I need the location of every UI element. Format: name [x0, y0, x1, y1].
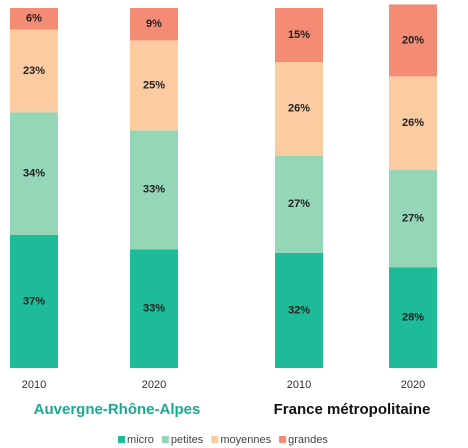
- bar-segment: [389, 76, 437, 170]
- value-label: 25%: [143, 79, 165, 91]
- x-tick-label: 2020: [142, 379, 166, 391]
- legend-swatch: [279, 436, 287, 443]
- bar-segment: [275, 155, 323, 253]
- value-label: 28%: [402, 312, 424, 324]
- bar-segment: [389, 170, 437, 268]
- bar-segment: [10, 29, 58, 113]
- x-tick-label: 2010: [287, 379, 311, 391]
- bar-segment: [130, 130, 178, 250]
- bar-segment: [130, 249, 178, 368]
- value-label: 20%: [402, 34, 424, 46]
- bar-segment: [389, 4, 437, 77]
- value-label: 26%: [402, 117, 424, 129]
- chart-title: Auvergne-Rhône-Alpes: [34, 401, 201, 418]
- bar-segment: [10, 112, 58, 235]
- value-label: 6%: [26, 13, 42, 25]
- bar-segment: [130, 8, 178, 41]
- x-tick-label: 2010: [22, 379, 46, 391]
- legend-swatch: [161, 436, 169, 443]
- bar-segment: [130, 40, 178, 131]
- value-label: 34%: [23, 168, 45, 180]
- legend-swatch: [118, 436, 125, 443]
- value-label: 37%: [23, 295, 45, 307]
- bar-segment: [10, 234, 58, 368]
- value-label: 15%: [288, 29, 310, 41]
- value-label: 33%: [143, 184, 165, 196]
- legend-swatch: [211, 436, 219, 443]
- value-label: 33%: [143, 303, 165, 315]
- chart-title: France métropolitaine: [274, 401, 431, 418]
- bar-segment: [275, 252, 323, 368]
- value-label: 26%: [288, 103, 310, 115]
- legend-label: grandes: [288, 434, 328, 446]
- bar-segment: [10, 8, 58, 30]
- bar-segment: [275, 62, 323, 156]
- value-label: 27%: [402, 213, 424, 225]
- legend-label: moyennes: [220, 434, 271, 446]
- bar-segment: [275, 8, 323, 62]
- legend-label: petites: [171, 434, 204, 446]
- legend-label: micro: [127, 434, 154, 446]
- value-label: 23%: [23, 65, 45, 77]
- bar-segment: [389, 267, 437, 368]
- value-label: 32%: [288, 304, 310, 316]
- value-label: 9%: [146, 18, 162, 30]
- value-label: 27%: [288, 198, 310, 210]
- x-tick-label: 2020: [401, 379, 425, 391]
